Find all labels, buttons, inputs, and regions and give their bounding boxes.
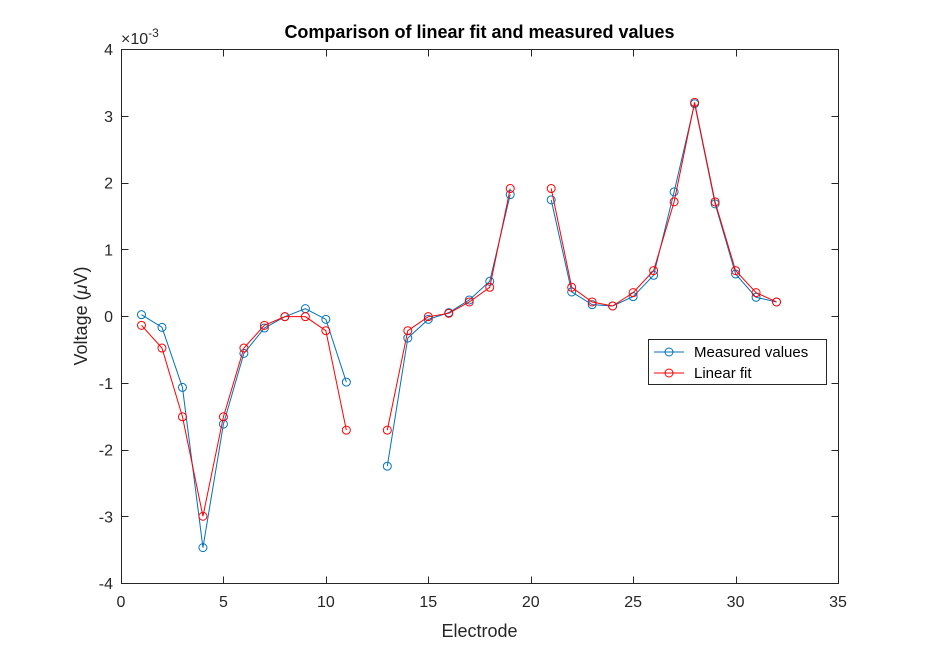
y-tick-label: -4: [99, 576, 113, 593]
data-point: [198, 543, 208, 553]
data-point: [157, 343, 167, 353]
data-point: [280, 312, 290, 322]
y-axis: -4 -3 -2 -1 0 1 2 3 4: [99, 42, 839, 593]
data-point: [136, 320, 146, 330]
y-axis-label: Voltage (μV): [71, 267, 91, 366]
y-tick-label: 2: [104, 176, 113, 193]
data-point: [649, 266, 659, 276]
data-point: [218, 412, 228, 422]
data-point: [485, 282, 495, 292]
x-tick-label: 25: [624, 594, 642, 611]
series-measured-values: [136, 99, 782, 553]
data-point: [341, 425, 351, 435]
legend: Measured values Linear fit: [648, 339, 827, 385]
data-point: [751, 288, 761, 298]
y-tick-label: 3: [104, 109, 113, 126]
x-tick-label: 30: [727, 594, 745, 611]
x-tick-label: 5: [219, 594, 228, 611]
series-line: [386, 194, 511, 467]
data-point: [546, 195, 556, 205]
data-point: [177, 382, 187, 392]
y-tick-label: -1: [99, 376, 113, 393]
y-axis-exponent: ×10-3: [121, 26, 159, 48]
data-point: [423, 312, 433, 322]
data-point: [690, 97, 700, 107]
data-point: [300, 312, 310, 322]
y-axis-exponent-base: ×10: [121, 31, 148, 48]
legend-item: Measured values: [654, 344, 808, 361]
data-point: [157, 322, 167, 332]
plot-area: [121, 49, 838, 583]
data-point: [444, 308, 454, 318]
data-point: [751, 292, 761, 302]
data-point: [710, 197, 720, 207]
legend-box: [648, 339, 827, 385]
y-tick-label: -3: [99, 509, 113, 526]
data-point: [239, 343, 249, 353]
legend-label: Measured values: [694, 344, 808, 361]
data-point: [546, 184, 556, 194]
legend-marker: [664, 368, 674, 378]
series-layer: [136, 97, 782, 553]
legend-label: Linear fit: [694, 365, 752, 382]
x-tick-label: 10: [317, 594, 335, 611]
x-axis: 0 5 10 15 20 25 30 35: [117, 49, 847, 611]
y-axis-exponent-power: -3: [148, 26, 159, 40]
legend-marker: [664, 347, 674, 357]
x-axis-label: Electrode: [441, 621, 517, 641]
series-line: [141, 316, 347, 517]
data-point: [587, 297, 597, 307]
x-tick-label: 35: [829, 594, 847, 611]
data-point: [341, 377, 351, 387]
data-point: [198, 511, 208, 521]
data-point: [587, 300, 597, 310]
chart-title: Comparison of linear fit and measured va…: [284, 22, 674, 42]
y-tick-label: 1: [104, 242, 113, 259]
series-line: [141, 308, 347, 548]
y-axis-label-prefix: Voltage (: [71, 294, 91, 365]
y-tick-label: 0: [104, 309, 113, 326]
y-axis-label-suffix: V): [71, 267, 91, 285]
data-point: [382, 461, 392, 471]
series-line: [386, 188, 511, 431]
data-point: [403, 326, 413, 336]
data-point: [628, 288, 638, 298]
data-point: [321, 314, 331, 324]
x-tick-label: 15: [419, 594, 437, 611]
data-point: [567, 282, 577, 292]
x-tick-label: 20: [522, 594, 540, 611]
data-point: [177, 412, 187, 422]
data-point: [772, 297, 782, 307]
series-linear-fit: [136, 97, 782, 521]
legend-item: Linear fit: [654, 365, 752, 382]
data-point: [505, 184, 515, 194]
data-point: [731, 266, 741, 276]
data-point: [321, 326, 331, 336]
data-point: [382, 425, 392, 435]
data-point: [669, 197, 679, 207]
data-point: [259, 320, 269, 330]
data-point: [403, 333, 413, 343]
data-point: [218, 419, 228, 429]
data-point: [608, 301, 618, 311]
data-point: [669, 187, 679, 197]
x-tick-label: 0: [117, 594, 126, 611]
data-point: [464, 297, 474, 307]
data-point: [136, 310, 146, 320]
y-tick-label: 4: [104, 42, 113, 59]
data-point: [259, 323, 269, 333]
data-point: [567, 287, 577, 297]
y-tick-label: -2: [99, 443, 113, 460]
y-axis-label-mu: μ: [71, 284, 91, 295]
